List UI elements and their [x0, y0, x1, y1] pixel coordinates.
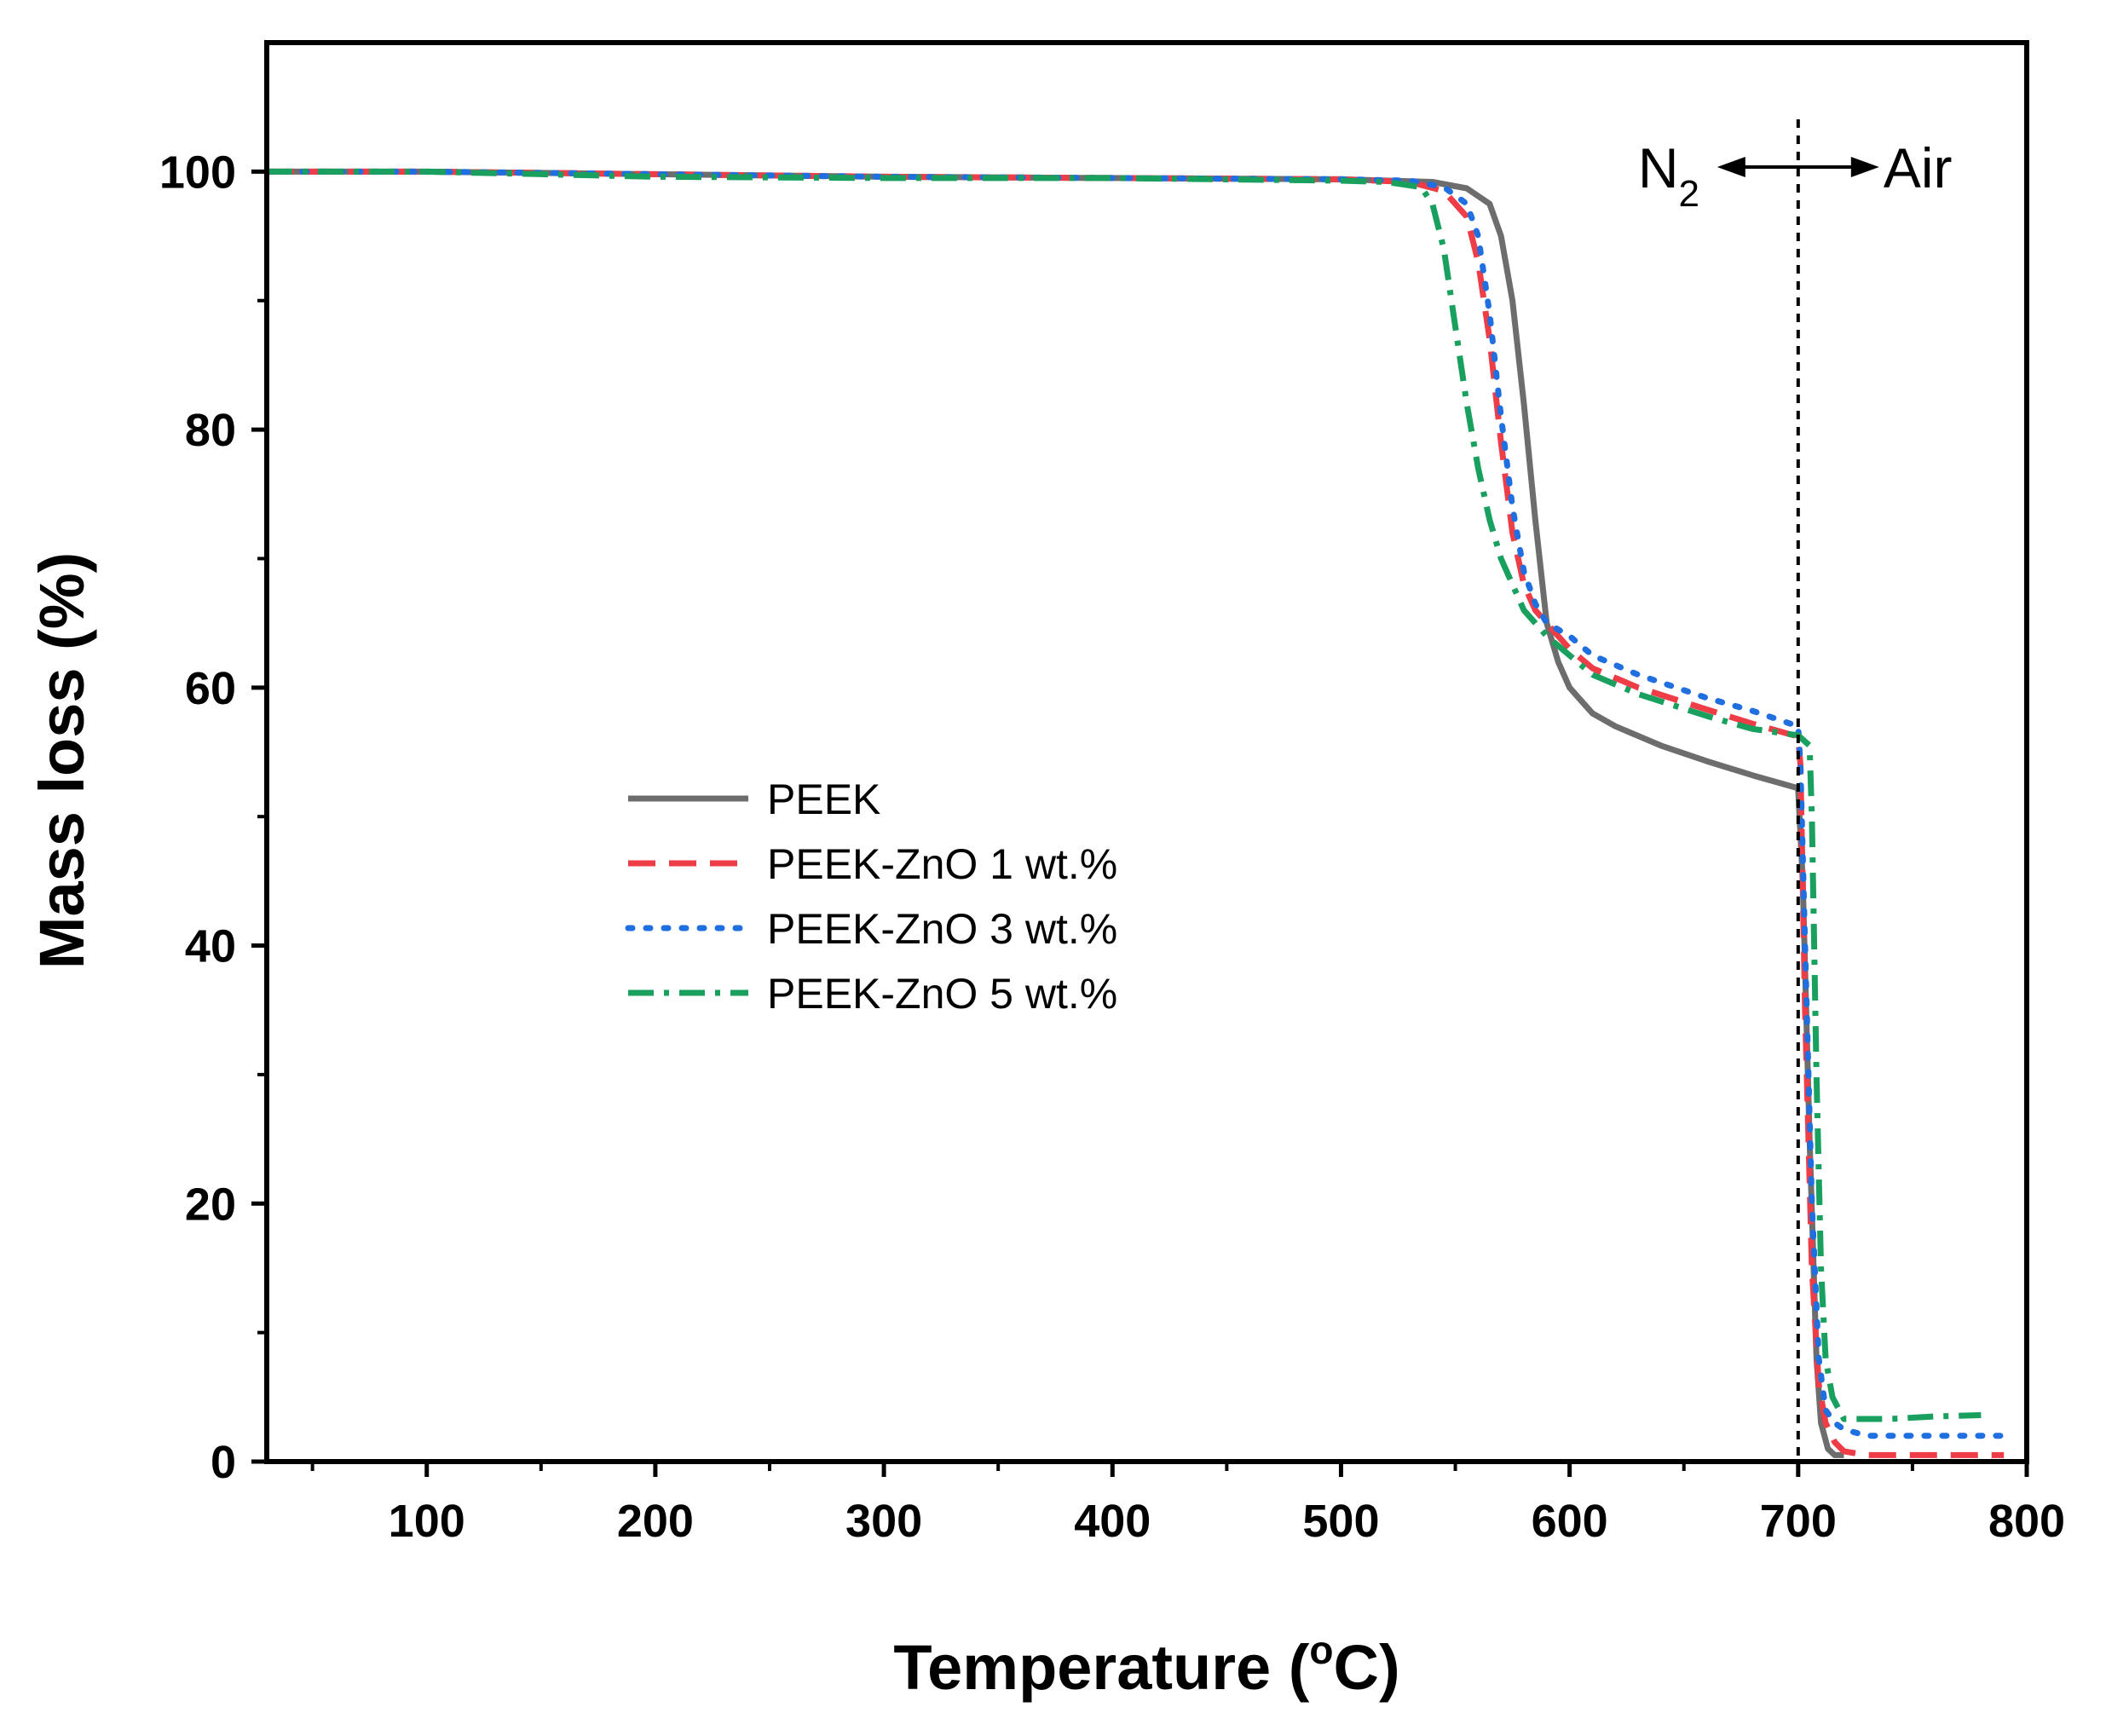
- x-tick-label: 400: [1074, 1496, 1151, 1547]
- atmosphere-annotation: N2 Air: [1638, 136, 1953, 215]
- x-tick-label: 600: [1532, 1496, 1608, 1547]
- x-axis-title: Temperature (oC): [893, 1628, 1399, 1703]
- x-tick-label: 500: [1302, 1496, 1379, 1547]
- y-tick-label: 0: [211, 1437, 236, 1488]
- x-tick-label: 300: [845, 1496, 922, 1547]
- y-tick-label: 20: [185, 1179, 236, 1230]
- x-tick-label: 200: [617, 1496, 694, 1547]
- series-line-peek-zno-5-wt: [267, 168, 1982, 1422]
- air-label: Air: [1884, 136, 1953, 199]
- y-tick-label: 40: [185, 921, 236, 972]
- plot-frame: [264, 40, 2029, 1464]
- left-arrow-icon: [1717, 157, 1745, 177]
- y-tick-label: 80: [185, 405, 236, 456]
- x-tick-label: 700: [1760, 1496, 1837, 1547]
- n2-label: N2: [1638, 136, 1699, 215]
- x-tick-label: 100: [389, 1496, 465, 1547]
- series-line-peek-zno-3-wt: [263, 168, 2007, 1439]
- series-line-peek: [267, 168, 1844, 1458]
- legend-label: PEEK: [767, 776, 880, 823]
- y-axis-title: Mass loss (%): [26, 552, 97, 969]
- ticks-layer: 100 200 300 400 500 600 700 800 0 20 40 60 80 100: [159, 147, 2065, 1547]
- legend-label: PEEK-ZnO 1 wt.%: [767, 840, 1117, 888]
- right-arrow-icon: [1850, 157, 1879, 177]
- legend: PEEK PEEK-ZnO 1 wt.% PEEK-ZnO 3 wt.% PEEK-Z…: [625, 776, 1117, 1018]
- y-tick-label: 60: [185, 663, 236, 714]
- series-layer: [263, 168, 2007, 1458]
- legend-label: PEEK-ZnO 5 wt.%: [767, 970, 1117, 1018]
- series-line-peek-zno-1-wt: [267, 168, 2005, 1458]
- x-tick-label: 800: [1988, 1496, 2065, 1547]
- legend-label: PEEK-ZnO 3 wt.%: [767, 905, 1117, 953]
- y-tick-label: 100: [159, 147, 236, 198]
